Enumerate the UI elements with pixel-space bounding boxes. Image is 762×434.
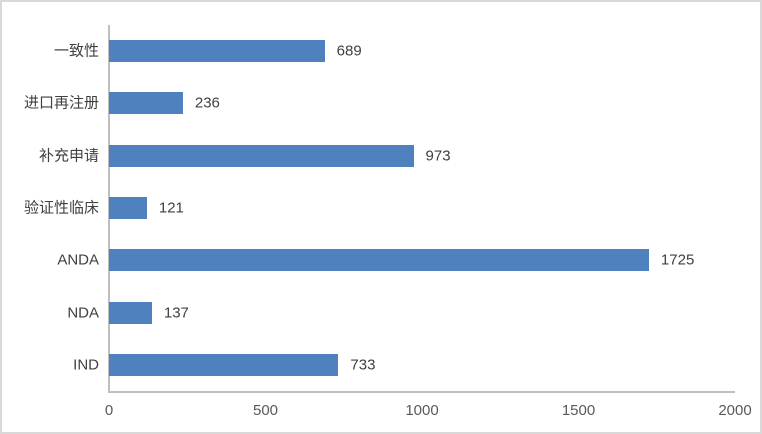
category-label: ANDA: [57, 251, 99, 269]
category-label: 验证性临床: [23, 199, 99, 217]
bar: [109, 249, 649, 272]
category-label: IND: [73, 356, 99, 374]
x-tick-label: 1000: [405, 402, 439, 419]
data-label: 689: [336, 42, 362, 60]
category-label: 补充申请: [38, 147, 99, 165]
bar: [109, 301, 152, 324]
data-label: 236: [194, 94, 220, 112]
x-axis-line: [108, 391, 735, 393]
data-label: 733: [350, 356, 376, 374]
data-label: 1725: [660, 251, 695, 269]
category-label: 进口再注册: [23, 94, 99, 112]
bar: [109, 144, 414, 167]
x-tick-label: 1500: [561, 402, 596, 419]
bar: [109, 197, 147, 219]
x-tick-label: 2000: [718, 402, 752, 419]
data-label: 137: [163, 304, 189, 322]
x-tick-label: 0: [104, 402, 114, 419]
x-tick-label: 500: [252, 402, 279, 419]
category-label: 一致性: [53, 42, 99, 60]
data-label: 973: [425, 147, 451, 165]
bar: [109, 92, 183, 115]
bar: [109, 353, 339, 376]
data-label: 121: [158, 199, 184, 217]
category-label: NDA: [67, 304, 99, 322]
bar: [109, 40, 325, 63]
